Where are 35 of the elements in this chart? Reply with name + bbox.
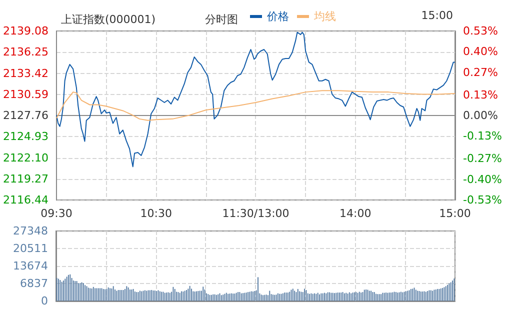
y-tick-label: 2119.27 <box>2 172 48 186</box>
x-tick-label: 10:30 <box>140 207 172 220</box>
x-tick-label: 09:30 <box>40 207 72 220</box>
y-tick-label: 0 <box>41 294 48 308</box>
x-tick-label: 14:00 <box>340 207 372 220</box>
y-tick-label: 2130.59 <box>2 88 48 101</box>
chart-subtitle: 分时图 <box>205 13 238 26</box>
y2-tick-label: 0.27% <box>463 66 498 79</box>
y-tick-label: 2116.44 <box>2 194 48 206</box>
y2-tick-label: -0.53% <box>463 194 502 206</box>
line-series <box>56 32 456 168</box>
y2-tick-label: 0.40% <box>463 45 498 58</box>
y2-tick-label: 0.53% <box>463 24 498 38</box>
y-tick-label: 27348 <box>13 224 48 238</box>
y-tick-label: 13674 <box>13 260 48 272</box>
y-tick-label: 2139.08 <box>2 24 48 38</box>
line-series <box>56 90 456 121</box>
y2-tick-label: -0.13% <box>463 130 502 143</box>
x-tick-label: 15:00 <box>439 207 471 220</box>
chart-title: 上证指数(000001) <box>61 13 156 26</box>
x-tick-label: 11:30/13:00 <box>222 207 290 220</box>
y-tick-label: 6837 <box>20 277 48 290</box>
y-tick-label: 20511 <box>13 242 48 255</box>
y-tick-label: 2127.76 <box>2 109 48 122</box>
y2-tick-label: -0.40% <box>463 172 502 186</box>
y2-tick-label: 0.13% <box>463 88 498 102</box>
y-tick-label: 2122.10 <box>2 151 48 164</box>
text: 15:00 <box>421 9 454 22</box>
y2-tick-label: 0.00% <box>463 109 498 122</box>
y-tick-label: 2133.42 <box>2 66 48 80</box>
y-tick-label: 2124.93 <box>2 130 48 144</box>
y2-tick-label: -0.27% <box>463 152 502 166</box>
legend-label: 价格 <box>266 10 289 23</box>
y-tick-label: 2136.25 <box>2 46 48 59</box>
legend-label: 均线 <box>313 10 336 23</box>
